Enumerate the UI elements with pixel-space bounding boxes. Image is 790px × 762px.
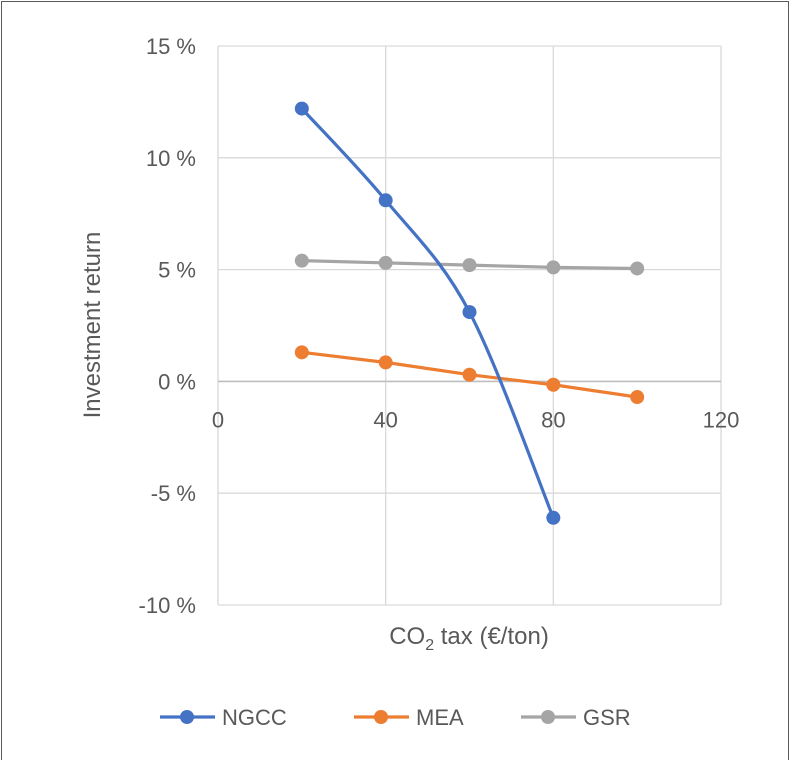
mea-point: [294, 345, 309, 360]
ngcc-point: [546, 510, 561, 525]
gsr-point: [462, 258, 477, 273]
x-tick-label: 80: [541, 407, 565, 432]
x-tick-label: 120: [703, 407, 740, 432]
series-ngcc: [294, 101, 561, 525]
y-tick-label: 10 %: [146, 146, 196, 171]
y-axis-title: Investment return: [79, 232, 106, 419]
ngcc-point: [462, 305, 477, 320]
series-mea: [294, 345, 645, 405]
y-tick-label: -10 %: [139, 593, 196, 618]
mea-point: [546, 377, 561, 392]
series-gsr: [294, 253, 645, 276]
y-tick-labels: -10 % -5 % 0 % 5 % 10 % 15 %: [139, 34, 196, 618]
ngcc-legend-label: NGCC: [222, 705, 287, 730]
mea-point: [630, 390, 645, 405]
legend: NGCC MEA GSR: [160, 705, 631, 730]
gsr-point: [546, 260, 561, 275]
mea-point: [462, 367, 477, 382]
y-tick-label: 15 %: [146, 34, 196, 59]
mea-legend-label: MEA: [416, 705, 464, 730]
ngcc-line: [300, 107, 555, 519]
x-tick-label: 0: [212, 407, 224, 432]
ngcc-point: [378, 193, 393, 208]
ngcc-point: [294, 101, 309, 116]
y-tick-label: -5 %: [151, 481, 196, 506]
x-tick-labels: 0 40 80 120: [212, 407, 739, 432]
mea-point: [378, 355, 393, 370]
gsr-legend-label: GSR: [583, 705, 631, 730]
ngcc-legend-marker: [180, 710, 194, 724]
mea-legend-marker: [374, 710, 388, 724]
y-tick-label: 5 %: [158, 258, 196, 283]
gsr-legend-marker: [541, 710, 555, 724]
y-tick-label: 0 %: [158, 369, 196, 394]
gsr-point: [630, 261, 645, 276]
gsr-point: [378, 255, 393, 270]
legend-item-mea: MEA: [354, 705, 464, 730]
gridlines: [217, 45, 722, 606]
x-axis-title: CO2 tax (€/ton): [389, 623, 549, 654]
series-lines: [294, 101, 645, 525]
legend-item-ngcc: NGCC: [160, 705, 287, 730]
gsr-point: [294, 253, 309, 268]
legend-item-gsr: GSR: [521, 705, 631, 730]
x-tick-label: 40: [373, 407, 397, 432]
